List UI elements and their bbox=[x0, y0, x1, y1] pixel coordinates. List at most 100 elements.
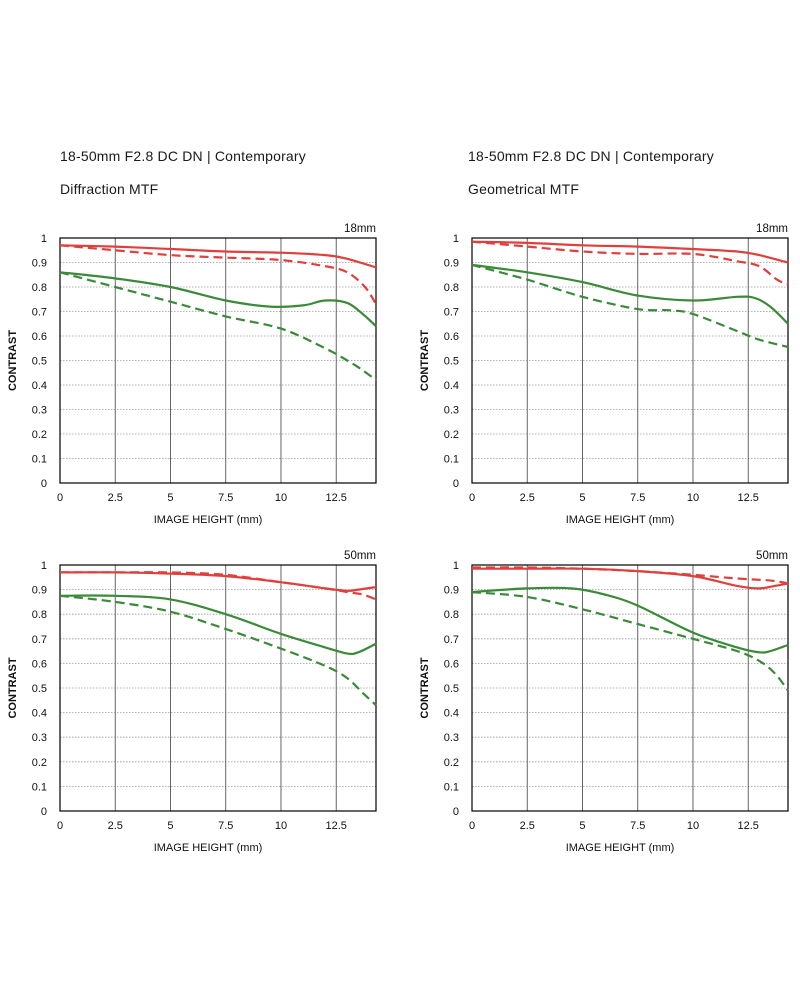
mtf-chart-4: 00.10.20.30.40.50.60.70.80.910 2.5 5 7.5 10 1… bbox=[419, 550, 789, 854]
y-tick-label: 1 bbox=[41, 233, 47, 245]
mtf-line-red-solid bbox=[471, 240, 789, 264]
focal-length-label: 18mm bbox=[344, 223, 376, 235]
x-tick-label: 7.5 bbox=[630, 820, 645, 832]
x-tick-label: 5 bbox=[167, 492, 173, 504]
focal-length-label: 50mm bbox=[756, 550, 788, 562]
mtf-line-green-dashed bbox=[59, 271, 377, 381]
y-tick-label: 0 bbox=[453, 806, 459, 818]
mtf-chart-3: 00.10.20.30.40.50.60.70.80.910 2.5 5 7.5 10 1… bbox=[7, 550, 377, 854]
x-tick-label: 7.5 bbox=[218, 820, 233, 832]
x-tick-label: 10 bbox=[687, 820, 699, 832]
y-tick-label: 0.2 bbox=[32, 757, 47, 769]
y-tick-label: 0.6 bbox=[444, 658, 459, 670]
y-tick-label: 1 bbox=[41, 560, 47, 572]
y-tick-label: 0.2 bbox=[32, 429, 47, 441]
y-tick-label: 0.1 bbox=[32, 454, 47, 466]
plot-frame bbox=[59, 237, 377, 484]
x-axis-label: IMAGE HEIGHT (mm) bbox=[154, 842, 263, 854]
y-tick-label: 0.4 bbox=[444, 708, 459, 720]
y-tick-label: 0.5 bbox=[444, 683, 459, 695]
x-tick-label: 2.5 bbox=[520, 820, 535, 832]
y-axis-label: CONTRAST bbox=[7, 657, 19, 718]
y-tick-label: 0.9 bbox=[444, 258, 459, 270]
y-tick-label: 0 bbox=[41, 806, 47, 818]
right-subtitle: Geometrical MTF bbox=[468, 181, 580, 197]
x-axis-label: IMAGE HEIGHT (mm) bbox=[566, 514, 675, 526]
y-tick-label: 0.7 bbox=[32, 634, 47, 646]
mtf-chart-2: 00.10.20.30.40.50.60.70.80.910 2.5 5 7.5 10 1… bbox=[419, 223, 789, 526]
mtf-chart-1: 00.10.20.30.40.50.60.70.80.910 2.5 5 7.5 10 1… bbox=[7, 223, 377, 526]
x-tick-label: 0 bbox=[57, 820, 63, 832]
y-tick-label: 0.3 bbox=[32, 732, 47, 744]
x-axis-label: IMAGE HEIGHT (mm) bbox=[566, 842, 675, 854]
y-tick-label: 0.8 bbox=[444, 282, 459, 294]
y-tick-label: 1 bbox=[453, 233, 459, 245]
mtf-line-red-dashed bbox=[471, 566, 789, 585]
x-tick-label: 5 bbox=[579, 820, 585, 832]
x-tick-label: 7.5 bbox=[630, 492, 645, 504]
mtf-line-red-dashed bbox=[59, 571, 377, 601]
x-tick-label: 2.5 bbox=[520, 492, 535, 504]
y-tick-label: 0 bbox=[41, 478, 47, 490]
focal-length-label: 50mm bbox=[344, 550, 376, 562]
y-tick-label: 0.6 bbox=[444, 331, 459, 343]
mtf-line-green-dashed bbox=[471, 263, 789, 349]
left-subtitle: Diffraction MTF bbox=[60, 181, 159, 197]
y-tick-label: 0.5 bbox=[32, 683, 47, 695]
y-tick-label: 0.1 bbox=[444, 781, 459, 793]
y-tick-label: 0.4 bbox=[32, 708, 47, 720]
x-tick-label: 12.5 bbox=[738, 492, 759, 504]
y-axis-label: CONTRAST bbox=[419, 330, 431, 391]
plot-frame bbox=[471, 564, 789, 812]
y-tick-label: 0 bbox=[453, 478, 459, 490]
mtf-line-green-solid bbox=[471, 586, 789, 654]
y-tick-label: 0.1 bbox=[32, 781, 47, 793]
x-tick-label: 12.5 bbox=[326, 492, 347, 504]
x-tick-label: 2.5 bbox=[108, 492, 123, 504]
x-tick-label: 0 bbox=[57, 492, 63, 504]
y-tick-label: 0.3 bbox=[32, 405, 47, 417]
x-tick-label: 12.5 bbox=[738, 820, 759, 832]
mtf-line-red-dashed bbox=[471, 240, 789, 286]
right-title: 18-50mm F2.8 DC DN | Contemporary bbox=[468, 148, 714, 164]
y-tick-label: 0.6 bbox=[32, 658, 47, 670]
mtf-line-green-solid bbox=[59, 271, 377, 328]
y-tick-label: 0.9 bbox=[32, 585, 47, 597]
y-tick-label: 0.9 bbox=[32, 258, 47, 270]
x-tick-label: 12.5 bbox=[326, 820, 347, 832]
y-axis-label: CONTRAST bbox=[7, 330, 19, 391]
mtf-line-green-dashed bbox=[471, 591, 789, 692]
x-axis-label: IMAGE HEIGHT (mm) bbox=[154, 514, 263, 526]
y-tick-label: 0.5 bbox=[32, 356, 47, 368]
y-tick-label: 0.7 bbox=[444, 634, 459, 646]
y-tick-label: 0.4 bbox=[444, 380, 459, 392]
y-tick-label: 0.2 bbox=[444, 429, 459, 441]
mtf-line-red-solid bbox=[59, 244, 377, 269]
y-tick-label: 0.6 bbox=[32, 331, 47, 343]
x-tick-label: 10 bbox=[687, 492, 699, 504]
x-tick-label: 2.5 bbox=[108, 820, 123, 832]
x-tick-label: 0 bbox=[469, 820, 475, 832]
mtf-line-green-dashed bbox=[59, 594, 377, 707]
plot-frame bbox=[471, 237, 789, 484]
y-tick-label: 1 bbox=[453, 560, 459, 572]
focal-length-label: 18mm bbox=[756, 223, 788, 235]
mtf-line-red-dashed bbox=[59, 244, 377, 305]
x-tick-label: 5 bbox=[579, 492, 585, 504]
x-tick-label: 10 bbox=[275, 820, 287, 832]
y-tick-label: 0.8 bbox=[32, 609, 47, 621]
y-tick-label: 0.1 bbox=[444, 454, 459, 466]
y-tick-label: 0.4 bbox=[32, 380, 47, 392]
x-tick-label: 7.5 bbox=[218, 492, 233, 504]
y-tick-label: 0.8 bbox=[444, 609, 459, 621]
y-tick-label: 0.8 bbox=[32, 282, 47, 294]
y-tick-label: 0.5 bbox=[444, 356, 459, 368]
x-tick-label: 10 bbox=[275, 492, 287, 504]
x-tick-label: 5 bbox=[167, 820, 173, 832]
y-tick-label: 0.9 bbox=[444, 585, 459, 597]
y-tick-label: 0.2 bbox=[444, 757, 459, 769]
mtf-line-green-solid bbox=[471, 263, 789, 325]
y-tick-label: 0.3 bbox=[444, 732, 459, 744]
y-axis-label: CONTRAST bbox=[419, 657, 431, 718]
